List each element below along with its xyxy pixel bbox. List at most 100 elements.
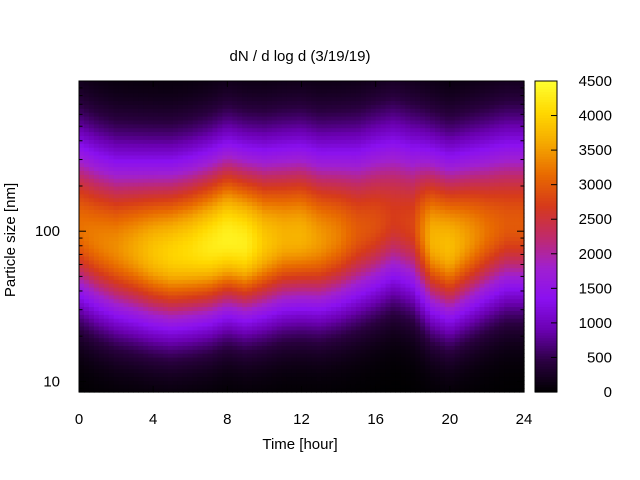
heatmap-cell bbox=[266, 139, 273, 144]
heatmap-cell bbox=[346, 182, 352, 187]
heatmap-cell bbox=[385, 290, 392, 296]
heatmap-cell bbox=[148, 236, 154, 241]
heatmap-cell bbox=[192, 345, 199, 350]
heatmap-cell bbox=[158, 287, 164, 292]
heatmap-cell bbox=[103, 372, 110, 378]
heatmap-cell bbox=[350, 131, 357, 137]
heatmap-cell bbox=[316, 337, 322, 343]
heatmap-cell bbox=[341, 318, 347, 323]
heatmap-cell bbox=[331, 108, 337, 113]
heatmap-cell bbox=[271, 318, 278, 323]
heatmap-cell bbox=[237, 380, 243, 385]
heatmap-cell bbox=[113, 112, 120, 117]
heatmap-cell bbox=[326, 92, 332, 98]
heatmap-cell bbox=[237, 81, 243, 86]
heatmap-cell bbox=[128, 364, 134, 370]
heatmap-cell bbox=[197, 244, 204, 249]
heatmap-cell bbox=[341, 92, 347, 98]
heatmap-cell bbox=[380, 364, 387, 370]
heatmap-cell bbox=[336, 96, 342, 102]
heatmap-cell bbox=[197, 232, 204, 238]
heatmap-cell bbox=[138, 131, 144, 137]
heatmap-cell bbox=[197, 112, 204, 117]
heatmap-cell bbox=[163, 96, 169, 102]
heatmap-cell bbox=[360, 360, 367, 366]
heatmap-cell bbox=[301, 143, 308, 148]
heatmap-cell bbox=[227, 357, 233, 362]
heatmap-cell bbox=[217, 154, 223, 160]
heatmap-cell bbox=[93, 209, 100, 214]
heatmap-cell bbox=[163, 189, 169, 195]
heatmap-cell bbox=[148, 267, 154, 273]
heatmap-cell bbox=[163, 100, 169, 105]
heatmap-cell bbox=[168, 108, 174, 113]
heatmap-cell bbox=[153, 220, 159, 226]
heatmap-cell bbox=[380, 189, 387, 195]
heatmap-cell bbox=[113, 209, 120, 214]
heatmap-cell bbox=[202, 248, 209, 253]
heatmap-cell bbox=[197, 376, 204, 381]
heatmap-cell bbox=[153, 189, 159, 195]
heatmap-cell bbox=[232, 224, 238, 230]
heatmap-cell bbox=[182, 384, 189, 389]
heatmap-cell bbox=[355, 166, 362, 172]
heatmap-cell bbox=[276, 302, 283, 308]
heatmap-cell bbox=[202, 143, 209, 148]
heatmap-cell bbox=[158, 115, 164, 121]
heatmap-cell bbox=[197, 100, 204, 105]
heatmap-cell bbox=[138, 353, 144, 358]
heatmap-cell bbox=[88, 271, 95, 276]
heatmap-cell bbox=[197, 290, 204, 296]
heatmap-cell bbox=[271, 217, 278, 222]
heatmap-cell bbox=[266, 275, 273, 280]
heatmap-cell bbox=[271, 201, 278, 206]
heatmap-cell bbox=[257, 310, 263, 315]
heatmap-cell bbox=[103, 220, 110, 226]
heatmap-cell bbox=[286, 380, 293, 385]
heatmap-cell bbox=[182, 197, 189, 203]
heatmap-cell bbox=[163, 318, 169, 323]
heatmap-cell bbox=[79, 217, 85, 222]
heatmap-cell bbox=[93, 283, 100, 288]
heatmap-cell bbox=[118, 154, 125, 160]
heatmap-cell bbox=[266, 283, 273, 288]
heatmap-cell bbox=[247, 310, 253, 315]
heatmap-cell bbox=[197, 325, 204, 331]
heatmap-cell bbox=[172, 360, 179, 366]
heatmap-cell bbox=[168, 360, 174, 366]
heatmap-cell bbox=[93, 135, 100, 140]
heatmap-cell bbox=[133, 174, 139, 179]
heatmap-cell bbox=[202, 364, 209, 370]
heatmap-cell bbox=[98, 224, 105, 230]
heatmap-cell bbox=[83, 84, 90, 90]
heatmap-cell bbox=[128, 271, 134, 276]
heatmap-cell bbox=[172, 189, 179, 195]
heatmap-cell bbox=[182, 357, 189, 362]
heatmap-cell bbox=[212, 240, 219, 245]
heatmap-cell bbox=[227, 236, 233, 241]
heatmap-cell bbox=[138, 193, 144, 199]
heatmap-cell bbox=[153, 170, 159, 175]
heatmap-cell bbox=[202, 158, 209, 164]
heatmap-cell bbox=[291, 368, 298, 374]
heatmap-cell bbox=[232, 380, 238, 385]
heatmap-cell bbox=[222, 353, 228, 358]
heatmap-cell bbox=[163, 283, 169, 288]
heatmap-cell bbox=[271, 185, 278, 191]
heatmap-cell bbox=[133, 193, 139, 199]
heatmap-cell bbox=[341, 88, 347, 94]
heatmap-cell bbox=[321, 341, 327, 346]
heatmap-cell bbox=[148, 279, 154, 284]
heatmap-cell bbox=[252, 322, 258, 327]
heatmap-cell bbox=[291, 232, 298, 238]
heatmap-cell bbox=[83, 255, 90, 261]
heatmap-cell bbox=[286, 170, 293, 175]
heatmap-cell bbox=[108, 182, 115, 187]
heatmap-cell bbox=[168, 201, 174, 206]
heatmap-cell bbox=[123, 112, 130, 117]
heatmap-cell bbox=[281, 220, 288, 226]
heatmap-cell bbox=[123, 252, 130, 257]
heatmap-cell bbox=[261, 209, 268, 214]
heatmap-cell bbox=[163, 294, 169, 300]
heatmap-cell bbox=[266, 228, 273, 234]
